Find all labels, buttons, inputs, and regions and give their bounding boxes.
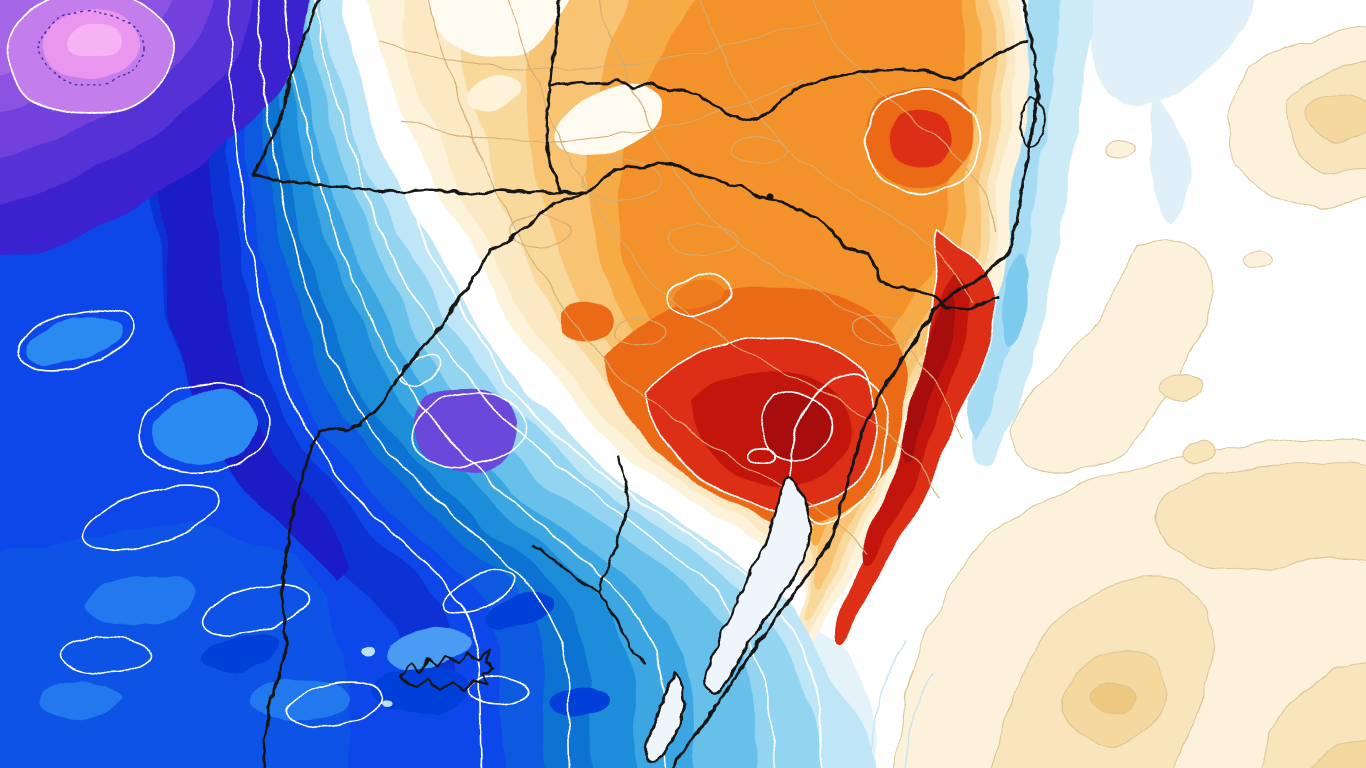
lagoa-mirim xyxy=(644,670,685,764)
border-santacatarina-riograndedosul xyxy=(585,161,1000,311)
sc-coastal-island xyxy=(1020,96,1046,148)
cold-contour-ring xyxy=(200,583,310,637)
cold-dark-patch xyxy=(486,594,554,630)
white-ring-central-darkred xyxy=(788,372,888,524)
cold-light-patch xyxy=(85,574,195,626)
warm-coastal-darkred xyxy=(900,296,951,462)
warm-contour-ring xyxy=(613,319,667,345)
border-parana-river-nw xyxy=(251,0,320,177)
warm-air-region xyxy=(365,0,1026,670)
cold-contour-ring xyxy=(444,569,516,615)
cold-contour-ring xyxy=(286,682,384,728)
cold-dark-patch xyxy=(200,633,280,671)
cold-core-dotted-ring xyxy=(39,11,145,85)
tan-speck-c xyxy=(1105,138,1139,158)
border-north-vertical xyxy=(544,0,562,192)
tan-field-inner-c xyxy=(1155,462,1366,571)
warm-white-contours xyxy=(666,88,983,524)
reservoir-lake-squiggle xyxy=(398,648,496,692)
front-contour-line xyxy=(348,0,823,768)
cold-core-pink-inner xyxy=(68,25,116,61)
tan-speck-d xyxy=(1242,252,1274,272)
warm-contour xyxy=(811,0,997,233)
warm-contour-ring xyxy=(509,216,571,248)
river-jacui-main xyxy=(597,590,646,666)
warm-core-orange-small xyxy=(563,300,613,344)
sc-coastal-cold-core xyxy=(1000,252,1028,348)
white-ring-small-a xyxy=(666,273,734,317)
warm-patch-ringed xyxy=(674,279,726,311)
sc-red-patch-core xyxy=(892,108,954,170)
river-jacui-branch-north xyxy=(597,453,631,594)
white-ring-small-b xyxy=(750,446,776,464)
cold-contour xyxy=(313,0,776,768)
cold-dark-patch xyxy=(370,666,470,714)
tan-field-core-c xyxy=(1087,681,1137,713)
cold-contour xyxy=(284,0,667,768)
tan-speck-a xyxy=(1157,373,1203,401)
tan-field-core-b xyxy=(1309,739,1366,768)
ocean-arc xyxy=(905,671,936,768)
warm-contour-ring xyxy=(731,136,789,164)
tan-field-inner-b xyxy=(1261,662,1366,768)
warm-contour-ring xyxy=(666,223,738,257)
tan-speck-b xyxy=(1182,440,1218,464)
cold-contour-ring xyxy=(138,382,272,474)
border-parana-santacatarina xyxy=(548,40,1028,122)
ocean-arc xyxy=(868,639,906,768)
cold-light-patch xyxy=(150,392,260,464)
cold-contour-ring xyxy=(59,636,151,674)
cold-band-8-blob xyxy=(141,0,456,712)
lagoa-dos-patos xyxy=(704,476,812,695)
cold-contour xyxy=(228,0,483,768)
white-ring-violet-patch xyxy=(409,392,527,468)
cold-contour-ring xyxy=(15,308,135,372)
ocean-warm-anomaly-region xyxy=(892,25,1366,768)
warm-hole-north-b xyxy=(557,86,663,154)
river-jacui-branch-west xyxy=(530,543,601,594)
tan-field-upper-lobe xyxy=(1010,241,1214,475)
violet-patch-south xyxy=(416,388,517,472)
ocean-pale-blue-patch-topright xyxy=(1074,0,1255,106)
cold-light-patch xyxy=(28,317,122,363)
cold-contour-ring xyxy=(469,675,531,705)
warm-contour xyxy=(379,21,821,71)
warm-contour xyxy=(399,79,806,143)
border-iguacu-river xyxy=(251,173,589,196)
ocean-contour-arcs xyxy=(868,639,936,768)
cold-contour-ring xyxy=(82,484,218,552)
warm-contour xyxy=(507,0,939,499)
political-borders-and-water xyxy=(251,0,1046,768)
city-marker-dot xyxy=(766,193,774,201)
warm-hole-north-c xyxy=(467,80,523,116)
cold-corner-bright-patch xyxy=(0,528,350,768)
cold-pale-dot xyxy=(361,645,375,655)
tan-right-core xyxy=(1303,93,1366,143)
white-ring-sc-red-patch xyxy=(865,88,983,194)
coastline xyxy=(670,0,1040,768)
cold-light-patch xyxy=(40,682,120,718)
warm-contour-ring xyxy=(579,159,661,201)
ocean-pale-blue-tail xyxy=(1150,95,1191,225)
warm-contour xyxy=(699,0,974,304)
warm-contour-ring xyxy=(851,315,913,345)
warm-hole-north-a xyxy=(426,0,569,62)
border-argentina-uruguay-river xyxy=(262,191,589,768)
cold-dark-patch xyxy=(550,688,610,716)
